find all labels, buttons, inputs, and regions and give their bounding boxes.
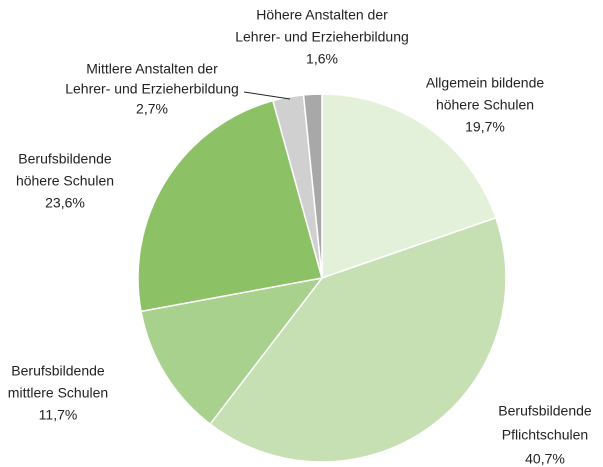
slice-label: Höhere Anstalten der (256, 7, 388, 23)
slice-label: Berufsbildende (498, 403, 592, 419)
slice-label: Lehrer- und Erzieherbildung (65, 81, 239, 97)
slice-label: Mittlere Anstalten der (86, 61, 218, 77)
pie-slice (137, 99, 323, 313)
slice-label: Berufsbildende (18, 151, 112, 167)
slice-label: Lehrer- und Erzieherbildung (235, 29, 409, 45)
slice-label: Berufsbildende (11, 363, 105, 379)
value-label: 11,7% (39, 407, 78, 423)
value-label: 40,7% (525, 451, 565, 467)
pie-slice (140, 276, 324, 426)
slice-label: höhere Schulen (436, 97, 534, 113)
pie-slice (302, 93, 323, 279)
pie-slice (209, 216, 507, 463)
pie-slice (321, 93, 497, 280)
value-label: 23,6% (45, 195, 85, 211)
slice-label: Pflichtschulen (502, 427, 588, 443)
leader-line (243, 91, 291, 100)
slice-label: höhere Schulen (16, 173, 114, 189)
slice-label: Allgemein bildende (426, 75, 545, 91)
value-label: 19,7% (465, 119, 505, 135)
value-label: 1,6% (306, 51, 338, 67)
value-label: 2,7% (136, 101, 168, 117)
slice-label: mittlere Schulen (8, 385, 108, 401)
